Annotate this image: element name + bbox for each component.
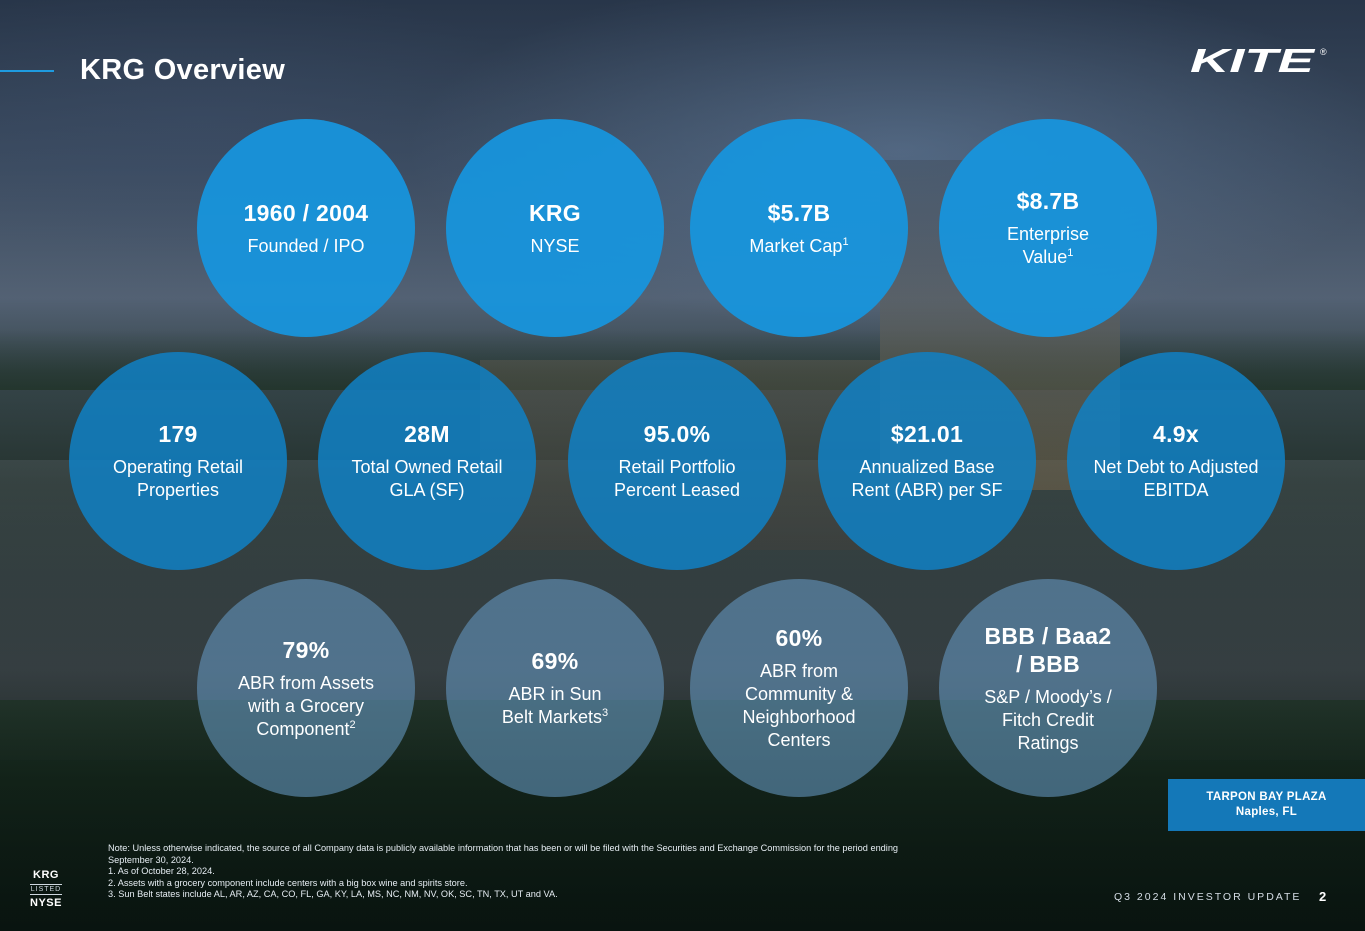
metric-value: 69% xyxy=(531,648,579,674)
footnote-note: Note: Unless otherwise indicated, the so… xyxy=(108,843,899,853)
metric-label: Enterprise Value1 xyxy=(1006,224,1090,267)
footnote-2: 2. Assets with a grocery component inclu… xyxy=(108,877,468,888)
page-number: 2 xyxy=(1319,889,1327,904)
metric-operating-properties: 179 Operating Retail Properties xyxy=(69,352,287,570)
metric-ticker: KRG NYSE xyxy=(446,119,664,337)
metric-value: 60% xyxy=(775,625,823,651)
metric-community-centers-abr: 60% ABR from Community & Neighborhood Ce… xyxy=(690,579,908,797)
metric-label: Market Cap1 xyxy=(749,235,849,256)
footnote-note-cont: September 30, 2024. xyxy=(108,854,194,865)
metric-label: Founded / IPO xyxy=(247,235,365,256)
metric-label: S&P / Moody’s / Fitch Credit Ratings xyxy=(984,686,1112,753)
footnote-ref: 1 xyxy=(1067,247,1074,259)
nyse-listed-badge: KRG LISTED NYSE xyxy=(30,870,62,909)
footnote-ref: 1 xyxy=(842,235,849,248)
footnote-ref: 3 xyxy=(601,707,609,719)
kite-logo: KITE ® xyxy=(1190,42,1327,76)
footnote-1: 1. As of October 28, 2024. xyxy=(108,866,215,876)
metric-label: Total Owned Retail GLA (SF) xyxy=(351,457,503,500)
property-location-caption: TARPON BAY PLAZA Naples, FL xyxy=(1168,779,1365,831)
metric-enterprise-value: $8.7B Enterprise Value1 xyxy=(939,119,1157,337)
kite-logo-wordmark: KITE xyxy=(1190,42,1316,76)
metric-value: KRG xyxy=(528,199,581,226)
metric-abr-per-sf: $21.01 Annualized Base Rent (ABR) per SF xyxy=(818,352,1036,570)
metric-market-cap: $5.7B Market Cap1 xyxy=(690,119,908,337)
metric-value: 28M xyxy=(404,421,450,447)
metric-label: Annualized Base Rent (ABR) per SF xyxy=(851,457,1003,500)
metric-value: $8.7B xyxy=(1016,188,1080,214)
footnote-3: 3. Sun Belt states include AL, AR, AZ, C… xyxy=(108,889,558,899)
metric-value: 4.9x xyxy=(1153,421,1199,447)
metric-sun-belt-abr: 69% ABR in Sun Belt Markets3 xyxy=(446,579,664,797)
metric-retail-gla: 28M Total Owned Retail GLA (SF) xyxy=(318,352,536,570)
badge-ticker: KRG xyxy=(33,869,59,881)
metric-label: Operating Retail Properties xyxy=(112,457,244,500)
footnotes: Note: Unless otherwise indicated, the so… xyxy=(108,843,1068,901)
metric-value: 1960 / 2004 xyxy=(243,199,369,226)
metric-label: Retail Portfolio Percent Leased xyxy=(613,457,741,500)
metric-label: ABR from Community & Neighborhood Center… xyxy=(742,661,856,750)
property-name: TARPON BAY PLAZA xyxy=(1206,791,1327,803)
metric-value: 95.0% xyxy=(643,421,711,447)
footer-label: Q3 2024 INVESTOR UPDATE xyxy=(1114,891,1302,903)
metric-value: 79% xyxy=(282,636,330,663)
kite-logo-registered-mark: ® xyxy=(1320,47,1327,57)
badge-exchange: NYSE xyxy=(30,897,62,909)
metric-label: ABR in Sun Belt Markets3 xyxy=(501,684,609,727)
metric-founded-ipo: 1960 / 2004 Founded / IPO xyxy=(197,119,415,337)
metric-net-debt-ebitda: 4.9x Net Debt to Adjusted EBITDA xyxy=(1067,352,1285,570)
metric-credit-ratings: BBB / Baa2 / BBB S&P / Moody’s / Fitch C… xyxy=(939,579,1157,797)
page-title: KRG Overview xyxy=(80,54,286,86)
metric-label: NYSE xyxy=(530,235,580,256)
metric-percent-leased: 95.0% Retail Portfolio Percent Leased xyxy=(568,352,786,570)
metric-value: $21.01 xyxy=(890,421,964,447)
property-city: Naples, FL xyxy=(1235,806,1298,818)
footnote-ref: 2 xyxy=(349,718,356,731)
badge-listed: LISTED xyxy=(30,884,62,895)
title-accent-rule xyxy=(0,70,54,72)
metric-value: $5.7B xyxy=(767,199,831,226)
metric-grocery-abr: 79% ABR from Assets with a Grocery Compo… xyxy=(197,579,415,797)
metric-label: Net Debt to Adjusted EBITDA xyxy=(1093,457,1259,500)
metric-value: 179 xyxy=(158,421,198,447)
metric-value: BBB / Baa2 / BBB xyxy=(984,622,1112,677)
metric-label: ABR from Assets with a Grocery Component… xyxy=(237,672,375,739)
